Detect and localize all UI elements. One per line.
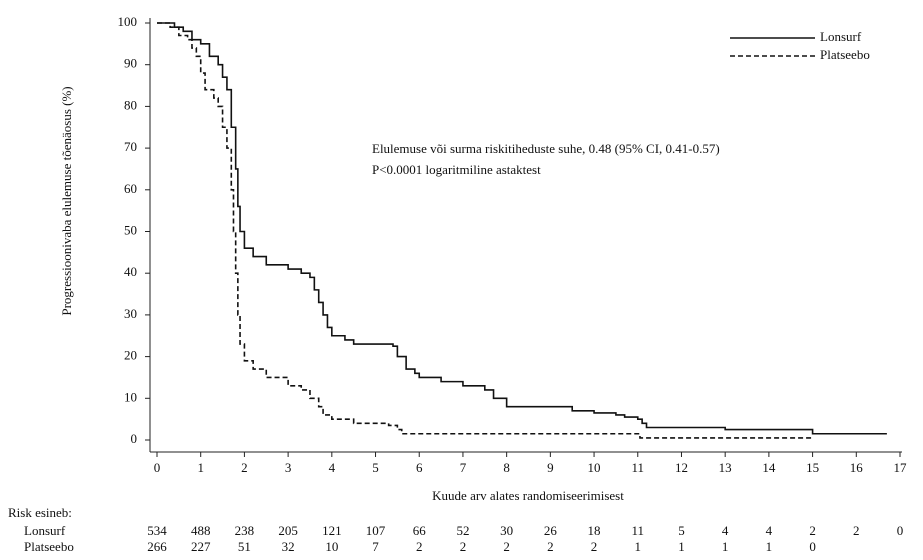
risk-count: 18 — [588, 523, 601, 538]
x-tick-label: 2 — [241, 460, 248, 475]
x-tick-label: 14 — [762, 460, 776, 475]
risk-count: 1 — [635, 539, 642, 554]
risk-count: 0 — [809, 539, 816, 554]
risk-count: 2 — [460, 539, 467, 554]
risk-count: 32 — [282, 539, 295, 554]
risk-count: 2 — [503, 539, 510, 554]
y-tick-label: 0 — [131, 431, 138, 446]
x-tick-label: 9 — [547, 460, 554, 475]
x-tick-label: 4 — [329, 460, 336, 475]
x-tick-label: 1 — [197, 460, 204, 475]
x-tick-label: 16 — [850, 460, 864, 475]
x-tick-label: 7 — [460, 460, 467, 475]
x-tick-label: 17 — [894, 460, 908, 475]
y-tick-label: 80 — [124, 97, 137, 112]
risk-count: 1 — [678, 539, 685, 554]
risk-count: 11 — [631, 523, 644, 538]
annotation: P<0.0001 logaritmiline astaktest — [372, 162, 541, 177]
risk-count: 488 — [191, 523, 211, 538]
risk-table-title: Risk esineb: — [8, 505, 72, 520]
x-tick-label: 0 — [154, 460, 161, 475]
risk-count: 2 — [853, 523, 860, 538]
x-axis-label: Kuude arv alates randomiseerimisest — [432, 488, 624, 503]
x-tick-label: 8 — [503, 460, 510, 475]
y-tick-label: 20 — [124, 348, 137, 363]
legend-label: Platseebo — [820, 47, 870, 62]
y-tick-label: 30 — [124, 306, 137, 321]
x-tick-label: 10 — [588, 460, 601, 475]
x-tick-label: 11 — [631, 460, 644, 475]
x-tick-label: 6 — [416, 460, 423, 475]
risk-count: 1 — [766, 539, 773, 554]
y-tick-label: 10 — [124, 389, 137, 404]
risk-count: 66 — [413, 523, 427, 538]
risk-count: 2 — [591, 539, 598, 554]
x-tick-label: 5 — [372, 460, 379, 475]
risk-count: 26 — [544, 523, 558, 538]
legend-label: Lonsurf — [820, 29, 862, 44]
risk-count: 0 — [897, 523, 904, 538]
y-tick-label: 100 — [118, 14, 138, 29]
survival-curve — [157, 22, 887, 435]
risk-count: 4 — [722, 523, 729, 538]
risk-count: 121 — [322, 523, 342, 538]
survival-curve — [157, 22, 813, 439]
risk-count: 534 — [147, 523, 167, 538]
risk-count: 107 — [366, 523, 386, 538]
risk-count: 5 — [678, 523, 685, 538]
risk-count: 2 — [547, 539, 554, 554]
risk-count: 51 — [238, 539, 251, 554]
y-tick-label: 90 — [124, 56, 137, 71]
x-tick-label: 3 — [285, 460, 292, 475]
risk-count: 1 — [722, 539, 729, 554]
y-axis-label: Progressioonivaba elulemuse tõenäosus (%… — [59, 86, 74, 315]
x-tick-label: 12 — [675, 460, 688, 475]
x-tick-label: 15 — [806, 460, 819, 475]
x-tick-label: 13 — [719, 460, 732, 475]
risk-count: 4 — [766, 523, 773, 538]
y-tick-label: 50 — [124, 222, 137, 237]
y-tick-label: 70 — [124, 139, 137, 154]
y-tick-label: 60 — [124, 181, 137, 196]
annotation: Elulemuse või surma riskitiheduste suhe,… — [372, 141, 720, 156]
risk-row-label: Lonsurf — [24, 523, 66, 538]
risk-count: 266 — [147, 539, 167, 554]
risk-row-label: Platseebo — [24, 539, 74, 554]
risk-count: 52 — [456, 523, 469, 538]
risk-count: 2 — [416, 539, 423, 554]
risk-count: 2 — [809, 523, 816, 538]
risk-count: 205 — [278, 523, 298, 538]
risk-count: 238 — [235, 523, 255, 538]
y-tick-label: 40 — [124, 264, 137, 279]
risk-count: 30 — [500, 523, 513, 538]
risk-count: 7 — [372, 539, 379, 554]
risk-count: 227 — [191, 539, 211, 554]
risk-count: 10 — [325, 539, 338, 554]
